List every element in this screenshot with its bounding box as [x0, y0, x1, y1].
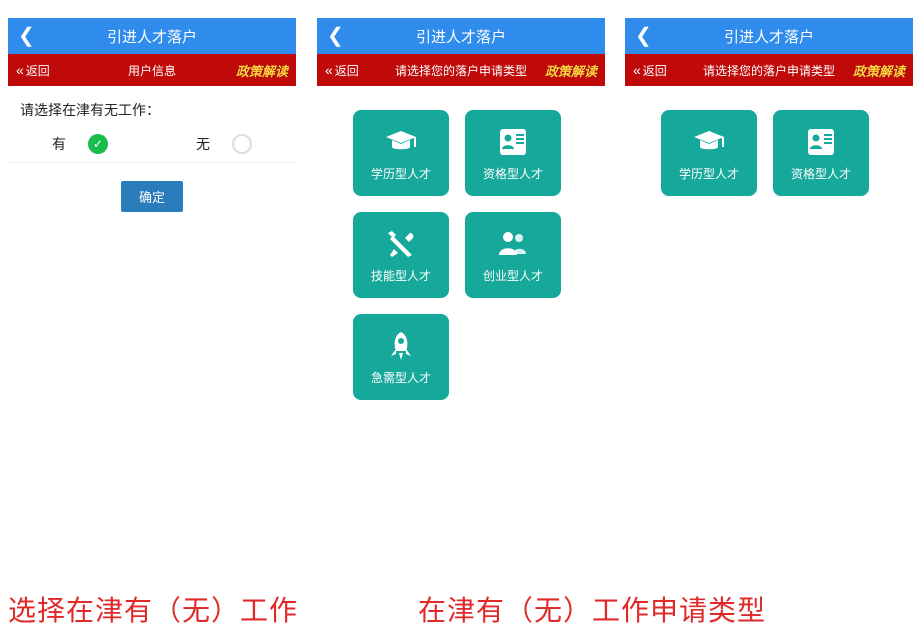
radio-unselected-icon [232, 134, 252, 154]
back-chevron-icon[interactable]: ❮ [635, 26, 652, 46]
radio-option-yes[interactable]: 有 ✓ [8, 134, 152, 154]
back-chevron-icon[interactable]: ❮ [18, 26, 35, 46]
back-label: 返回 [335, 62, 359, 79]
radio-label-yes: 有 [52, 134, 66, 154]
caption-left: 选择在津有（无）工作 [8, 589, 298, 629]
tile-qual[interactable]: 资格型人才 [465, 110, 561, 196]
screen-type-full: ❮ 引进人才落户 « 返回 请选择您的落户申请类型 政策解读 学历型人才 资格型人… [317, 18, 605, 424]
sub-header: « 返回 请选择您的落户申请类型 政策解读 [317, 54, 605, 86]
tile-label: 学历型人才 [679, 165, 739, 182]
tile-edu[interactable]: 学历型人才 [661, 110, 757, 196]
double-chevron-icon: « [633, 62, 641, 78]
policy-link[interactable]: 政策解读 [545, 61, 597, 80]
double-chevron-icon: « [325, 62, 333, 78]
app-header: ❮ 引进人才落户 [8, 18, 296, 54]
page-title: 引进人才落户 [625, 26, 913, 47]
tile-skill[interactable]: 技能型人才 [353, 212, 449, 298]
tile-label: 资格型人才 [483, 165, 543, 182]
tile-urgent[interactable]: 急需型人才 [353, 314, 449, 400]
caption-right: 在津有（无）工作申请类型 [418, 589, 766, 629]
double-chevron-icon: « [16, 62, 24, 78]
work-prompt: 请选择在津有无工作： [8, 86, 296, 130]
radio-option-no[interactable]: 无 [152, 134, 296, 154]
tile-qual[interactable]: 资格型人才 [773, 110, 869, 196]
policy-link[interactable]: 政策解读 [236, 61, 288, 80]
back-button[interactable]: « 返回 [325, 62, 359, 79]
tile-edu[interactable]: 学历型人才 [353, 110, 449, 196]
radio-selected-icon: ✓ [88, 134, 108, 154]
app-header: ❮ 引进人才落户 [317, 18, 605, 54]
sub-header: « 返回 请选择您的落户申请类型 政策解读 [625, 54, 913, 86]
type-tiles: 学历型人才 资格型人才 [625, 86, 913, 220]
page-title: 引进人才落户 [8, 26, 296, 47]
policy-link[interactable]: 政策解读 [853, 61, 905, 80]
radio-label-no: 无 [196, 134, 210, 154]
rocket-icon [384, 329, 418, 363]
tools-icon [384, 227, 418, 261]
type-tiles: 学历型人才 资格型人才技能型人才 创业型人才急需型人才 [317, 86, 605, 424]
confirm-wrap: 确定 [8, 163, 296, 230]
grad-cap-icon [384, 125, 418, 159]
page-title: 引进人才落户 [317, 26, 605, 47]
tile-startup[interactable]: 创业型人才 [465, 212, 561, 298]
tile-label: 资格型人才 [791, 165, 851, 182]
tile-label: 学历型人才 [371, 165, 431, 182]
confirm-button[interactable]: 确定 [121, 181, 183, 212]
tile-label: 技能型人才 [371, 267, 431, 284]
work-radio-group: 有 ✓ 无 [8, 130, 296, 163]
back-label: 返回 [643, 62, 667, 79]
grad-cap-icon [692, 125, 726, 159]
back-button[interactable]: « 返回 [633, 62, 667, 79]
tile-label: 创业型人才 [483, 267, 543, 284]
id-card-icon [496, 125, 530, 159]
sub-header: « 返回 用户信息 政策解读 [8, 54, 296, 86]
screen-type-short: ❮ 引进人才落户 « 返回 请选择您的落户申请类型 政策解读 学历型人才 资格型人… [625, 18, 913, 220]
screen-user-info: ❮ 引进人才落户 « 返回 用户信息 政策解读 请选择在津有无工作： 有 ✓ 无… [8, 18, 296, 230]
id-card-icon [804, 125, 838, 159]
back-button[interactable]: « 返回 [16, 62, 50, 79]
tile-label: 急需型人才 [371, 369, 431, 386]
people-icon [496, 227, 530, 261]
back-label: 返回 [26, 62, 50, 79]
back-chevron-icon[interactable]: ❮ [327, 26, 344, 46]
app-header: ❮ 引进人才落户 [625, 18, 913, 54]
